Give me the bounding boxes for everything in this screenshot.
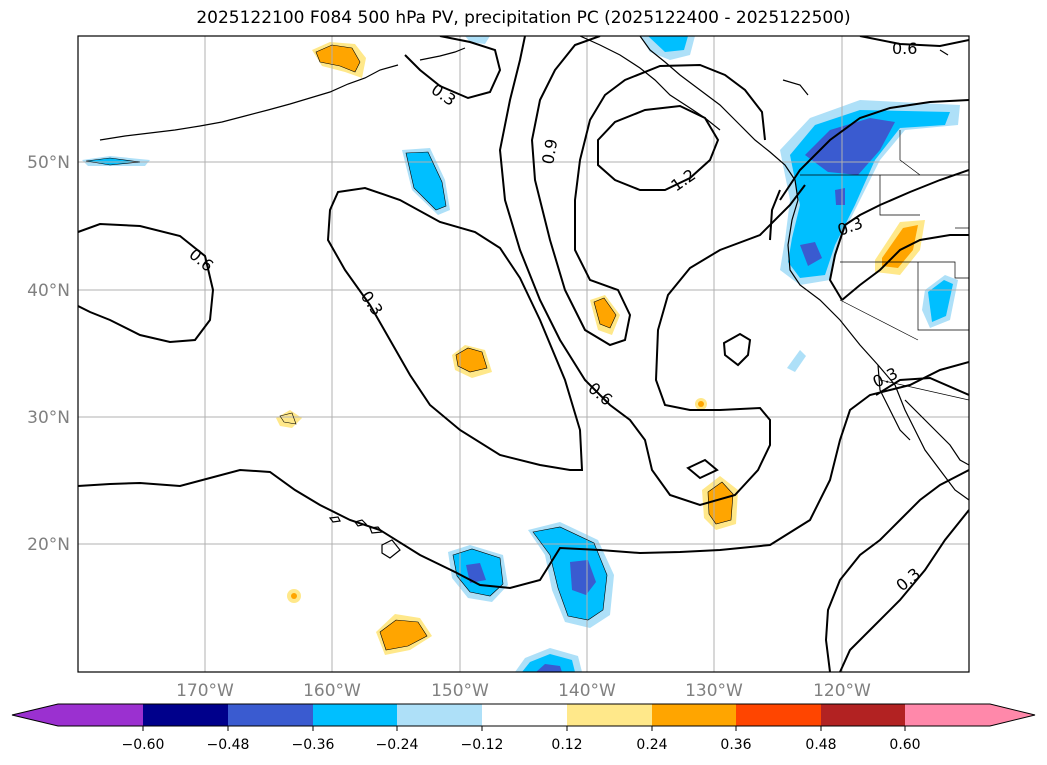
colorbar-tick-label: 0.12	[551, 737, 582, 753]
colorbar-segment	[228, 704, 313, 726]
precip-edges	[85, 44, 734, 651]
colorbar-tick-label: −0.36	[292, 737, 335, 753]
lat-label-50n: 50°N	[27, 153, 70, 173]
colorbar: −0.60 −0.48 −0.36 −0.24 −0.12 0.12 0.24 …	[11, 703, 1036, 753]
pv-contours	[78, 36, 969, 672]
colorbar-tick-label: −0.60	[122, 737, 165, 753]
colorbar-tick-label: −0.12	[461, 737, 504, 753]
colorbar-tick-label: 0.48	[805, 737, 836, 753]
colorbar-segment	[143, 704, 228, 726]
lon-label-130w: 130°W	[685, 681, 743, 701]
colorbar-tick-label: 0.60	[889, 737, 920, 753]
colorbar-segment	[567, 704, 652, 726]
colorbar-tick-label: 0.36	[720, 737, 751, 753]
map-frame	[77, 35, 970, 673]
colorbar-segment	[736, 704, 821, 726]
graticule	[78, 36, 969, 672]
colorbar-segment	[482, 704, 567, 726]
contour-label: 0.9	[538, 137, 561, 165]
colorbar-tick-label: −0.48	[207, 737, 250, 753]
lon-label-140w: 140°W	[558, 681, 616, 701]
longitude-labels: 170°W 160°W 150°W 140°W 130°W 120°W	[176, 681, 871, 701]
lon-label-120w: 120°W	[813, 681, 871, 701]
map-title: 2025122100 F084 500 hPa PV, precipitatio…	[196, 8, 851, 28]
lat-label-20n: 20°N	[27, 535, 70, 555]
coastlines	[99, 36, 969, 559]
lat-label-30n: 30°N	[27, 408, 70, 428]
lon-label-150w: 150°W	[431, 681, 489, 701]
colorbar-tick-label: 0.24	[636, 737, 667, 753]
contour-label: 0.6	[892, 39, 917, 58]
colorbar-segment	[652, 704, 736, 726]
lon-label-170w: 170°W	[176, 681, 234, 701]
colorbar-under-extension	[12, 704, 143, 726]
colorbar-segment	[313, 704, 397, 726]
latitude-labels: 50°N 40°N 30°N 20°N	[27, 153, 70, 555]
colorbar-segment	[397, 704, 482, 726]
lon-label-160w: 160°W	[303, 681, 361, 701]
colorbar-tick-label: −0.24	[376, 737, 419, 753]
lat-label-40n: 40°N	[27, 281, 70, 301]
colorbar-over-extension	[905, 704, 1035, 726]
colorbar-segment	[821, 704, 905, 726]
map-plot-area: 0.6 0.3 0.9 1.2 0.3 0.6 0.3 0.6 0.3 0.3	[78, 36, 969, 672]
